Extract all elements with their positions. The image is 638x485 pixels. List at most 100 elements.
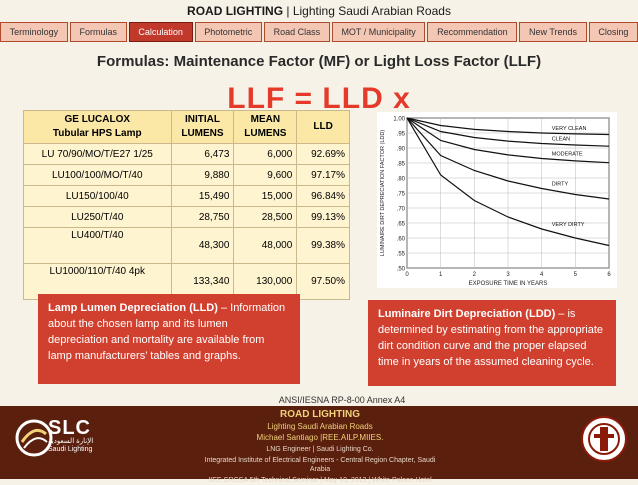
cell-lamp: LU1000/110/T/40 4pk bbox=[23, 263, 172, 300]
x-tick-label: 0 bbox=[405, 272, 409, 278]
slide-title-rest: Lighting Saudi Arabian Roads bbox=[292, 4, 451, 18]
y-tick-label: .85 bbox=[397, 162, 406, 168]
logo-text: SLC bbox=[48, 417, 91, 439]
series-line bbox=[406, 117, 610, 147]
header-lld: LLD bbox=[296, 110, 350, 144]
cell-initial: 6,473 bbox=[170, 143, 235, 165]
cell-lld: 99.13% bbox=[296, 206, 350, 228]
tab-recommendation[interactable]: Recommendation bbox=[427, 22, 518, 42]
slc-logo-icon bbox=[15, 419, 53, 457]
series-line bbox=[406, 117, 610, 164]
y-tick-label: .55 bbox=[397, 252, 406, 258]
cell-lld: 92.69% bbox=[296, 143, 350, 165]
ldd-description-box: Luminaire Dirt Depreciation (LDD) – is d… bbox=[368, 300, 616, 386]
x-tick-label: 1 bbox=[439, 272, 443, 278]
footer-role: LNG Engineer | Saudi Lighting Co. bbox=[266, 446, 374, 453]
cell-initial: 9,880 bbox=[170, 164, 235, 186]
cell-lld: 96.84% bbox=[296, 185, 350, 207]
tab-formulas[interactable]: Formulas bbox=[69, 22, 127, 42]
logo-arabic: الإنارة السعودية bbox=[48, 438, 94, 445]
y-tick-label: .90 bbox=[397, 147, 406, 153]
tab-terminology[interactable]: Terminology bbox=[0, 22, 68, 42]
cell-mean: 6,000 bbox=[233, 143, 298, 165]
footer-info: ROAD LIGHTING Lighting Saudi Arabian Roa… bbox=[200, 409, 440, 485]
tab-photometric[interactable]: Photometric bbox=[194, 22, 262, 42]
x-tick-label: 4 bbox=[540, 272, 544, 278]
cell-lld: 97.17% bbox=[296, 164, 350, 186]
lld-description-box: Lamp Lumen Depreciation (LLD) – Informat… bbox=[38, 294, 300, 384]
cell-lamp: LU400/T/40 bbox=[23, 227, 172, 264]
table-row: LU1000/110/T/40 4pk 133,340 130,000 97.5… bbox=[23, 263, 350, 300]
y-tick-label: .60 bbox=[397, 237, 406, 243]
tab-new-trends[interactable]: New Trends bbox=[519, 22, 587, 42]
series-label: DIRTY bbox=[552, 182, 569, 188]
y-tick-label: .95 bbox=[397, 132, 406, 138]
lld-text: – Information about the chosen lamp and … bbox=[48, 302, 286, 362]
x-axis-label: EXPOSURE TIME IN YEARS bbox=[469, 281, 548, 287]
footer-presenter: Michael Santiago |REE.AILP.MIIES. bbox=[256, 433, 384, 442]
table-row: LU150/100/40 15,490 15,000 96.84% bbox=[23, 185, 350, 207]
series-label: VERY CLEAN bbox=[552, 126, 587, 132]
cell-initial: 28,750 bbox=[170, 206, 235, 228]
slide-title-separator: | bbox=[283, 4, 293, 18]
ldd-text: – is determined by estimating from the a… bbox=[378, 308, 604, 368]
page-title: Formulas: Maintenance Factor (MF) or Lig… bbox=[96, 53, 542, 70]
slide-title-bold: ROAD LIGHTING bbox=[187, 4, 284, 18]
series-line bbox=[406, 117, 610, 200]
x-tick-label: 5 bbox=[574, 272, 578, 278]
x-tick-label: 6 bbox=[607, 272, 611, 278]
table-row: LU250/T/40 28,750 28,500 99.13% bbox=[23, 206, 350, 228]
table-header-row: GE LUCALOX Tubular HPS Lamp INITIAL LUMENS… bbox=[23, 110, 350, 144]
x-tick-label: 3 bbox=[506, 272, 510, 278]
y-tick-label: .50 bbox=[397, 267, 406, 273]
footer-institute: Integrated Institute of Electrical Engin… bbox=[204, 457, 436, 473]
y-tick-label: .80 bbox=[397, 177, 406, 183]
iiee-emblem-icon bbox=[581, 416, 627, 462]
cell-initial: 48,300 bbox=[170, 227, 235, 264]
cell-initial: 15,490 bbox=[170, 185, 235, 207]
tab-calculation[interactable]: Calculation bbox=[128, 22, 193, 42]
header-initial-lumens: INITIAL LUMENS bbox=[170, 110, 235, 144]
ldd-chart: 1.00 .95 .90 .85 .80 .75 .70 .65 .60 .55 .50 0 1 2 3 4 5… bbox=[377, 112, 617, 288]
y-tick-label: .70 bbox=[397, 207, 406, 213]
ldd-chart-svg: 1.00 .95 .90 .85 .80 .75 .70 .65 .60 .55 .500 1 2 3 4 5… bbox=[380, 117, 611, 288]
table-row: LU400/T/40 48,300 48,000 99.38% bbox=[23, 227, 350, 264]
cell-mean: 9,600 bbox=[233, 164, 298, 186]
y-tick-label: .65 bbox=[397, 222, 406, 228]
source-citation: ANSI/IESNA RP-8-00 Annex A4 bbox=[278, 395, 406, 405]
slide-title: ROAD LIGHTING | Lighting Saudi Arabian R… bbox=[0, 0, 638, 22]
cell-mean: 48,000 bbox=[233, 227, 298, 264]
slc-logo bbox=[14, 418, 100, 468]
table-row: LU 70/90/MO/T/E27 1/25 6,473 6,000 92.69… bbox=[23, 143, 350, 165]
footer-subtitle: Lighting Saudi Arabian Roads bbox=[267, 422, 373, 431]
series-line bbox=[406, 117, 610, 247]
series-label: MODERATE bbox=[552, 152, 583, 158]
cell-mean: 28,500 bbox=[233, 206, 298, 228]
cell-lamp: LU100/100/MO/T/40 bbox=[23, 164, 172, 186]
cell-mean: 15,000 bbox=[233, 185, 298, 207]
cell-lld: 99.38% bbox=[296, 227, 350, 264]
y-axis-label: LUMINAIRE DIRT DEPRECIATION FACTOR (LDD) bbox=[380, 130, 386, 257]
tab-closing[interactable]: Closing bbox=[588, 22, 638, 42]
series-label: VERY DIRTY bbox=[552, 222, 585, 228]
cell-lamp: LU150/100/40 bbox=[23, 185, 172, 207]
footer-event: IIEE CRCSA 5th Technical Seminar | May 1… bbox=[208, 477, 432, 484]
tab-mot-municipality[interactable]: MOT / Municipality bbox=[331, 22, 426, 42]
y-tick-label: 1.00 bbox=[393, 117, 405, 123]
ldd-heading: Luminaire Dirt Depreciation (LDD) bbox=[378, 308, 556, 320]
logo-subtitle: Saudi Lighting bbox=[48, 446, 93, 453]
y-tick-label: .75 bbox=[397, 192, 406, 198]
lld-heading: Lamp Lumen Depreciation (LLD) bbox=[48, 302, 218, 314]
series-label: CLEAN bbox=[552, 137, 570, 143]
cell-lamp: LU250/T/40 bbox=[23, 206, 172, 228]
cell-lamp: LU 70/90/MO/T/E27 1/25 bbox=[23, 143, 172, 165]
top-navigation: Terminology Formulas Calculation Photome… bbox=[0, 22, 638, 42]
header-mean-lumens: MEAN LUMENS bbox=[233, 110, 298, 144]
header-lamp: GE LUCALOX Tubular HPS Lamp bbox=[23, 110, 172, 144]
footer-banner: SLC الإنارة السعودية Saudi Lighting ROAD… bbox=[0, 406, 638, 484]
footer-title: ROAD LIGHTING bbox=[280, 409, 360, 420]
table-row: LU100/100/MO/T/40 9,880 9,600 97.17% bbox=[23, 164, 350, 186]
cell-lld: 97.50% bbox=[296, 263, 350, 300]
x-tick-label: 2 bbox=[473, 272, 477, 278]
tab-road-class[interactable]: Road Class bbox=[263, 22, 330, 42]
